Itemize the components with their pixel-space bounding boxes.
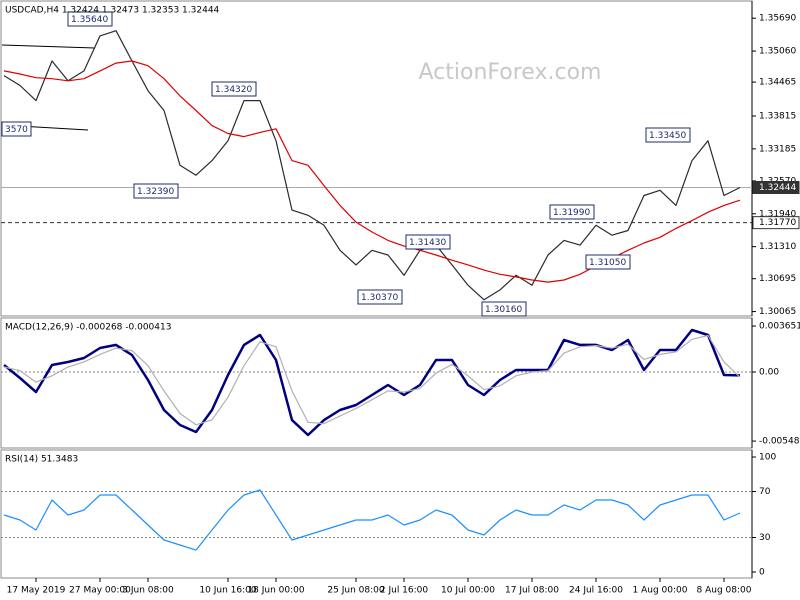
x-tick-label: 27 May 00:00 <box>69 586 131 596</box>
x-tick-label: 25 Jun 08:00 <box>327 586 384 596</box>
y-tick-label: 30 <box>759 533 771 543</box>
y-tick-label: 70 <box>759 487 771 497</box>
annotation-box <box>549 204 595 220</box>
annotation-box <box>211 81 257 97</box>
series-line <box>3 489 741 551</box>
x-tick-label: 2 Jul 16:00 <box>380 586 429 596</box>
annotation-box <box>357 289 403 305</box>
annotation-label: 1.30160 <box>485 305 522 315</box>
annotation-box <box>1 121 32 137</box>
y-tick-label: 1.35060 <box>759 47 796 57</box>
y-tick-label: 1.33185 <box>759 144 796 154</box>
annotation-box <box>67 11 113 27</box>
price-badge <box>752 180 800 194</box>
y-tick-label: 0.00 <box>759 367 779 377</box>
annotation-box <box>405 234 451 250</box>
price-badge-label: 1.31770 <box>759 218 796 228</box>
series-line <box>3 30 741 301</box>
annotation-label: 1.31990 <box>553 208 590 218</box>
panel-title: USDCAD,H4 1.32424 1.32473 1.32353 1.3244… <box>5 6 220 16</box>
panel-title: MACD(12,26,9) -0.000268 -0.000413 <box>5 323 171 333</box>
y-tick-label: 1.34465 <box>759 78 796 88</box>
x-tick-label: 3 Jun 08:00 <box>122 586 174 596</box>
annotation-label: 3570 <box>5 125 28 135</box>
annotation-label: 1.35640 <box>71 15 108 25</box>
y-tick-label: 1.33815 <box>759 111 796 121</box>
annotation-box <box>645 127 691 143</box>
annotation-label: 1.32390 <box>137 187 174 197</box>
annotation-label: 1.30370 <box>361 293 398 303</box>
y-tick-label: 1.30695 <box>759 274 796 284</box>
x-tick-label: 1 Aug 00:00 <box>633 586 688 596</box>
x-tick-label: 17 May 2019 <box>7 586 66 596</box>
y-tick-label: 0.003651 <box>759 322 800 332</box>
x-tick-label: 18 Jun 00:00 <box>247 586 304 596</box>
x-tick-label: 10 Jul 00:00 <box>441 586 495 596</box>
price-badge <box>752 216 800 230</box>
trend-line <box>1 44 96 49</box>
y-tick-label: 1.31310 <box>759 242 796 252</box>
annotation-label: 1.31430 <box>409 238 446 248</box>
annotation-box <box>133 183 179 199</box>
annotation-label: 1.31050 <box>589 258 626 268</box>
price-badge-label: 1.32444 <box>759 183 796 193</box>
annotation-box <box>585 254 631 270</box>
x-tick-label: 8 Aug 08:00 <box>697 586 752 596</box>
x-tick-label: 17 Jul 08:00 <box>505 586 559 596</box>
annotation-label: 1.34320 <box>215 85 252 95</box>
series-line <box>3 334 741 426</box>
watermark: ActionForex.com <box>419 60 602 85</box>
y-tick-label: 0 <box>759 568 765 578</box>
y-tick-label: 100 <box>759 453 776 463</box>
annotation-box <box>481 301 527 317</box>
y-tick-label: -0.005489 <box>759 437 800 447</box>
annotation-label: 1.33450 <box>649 131 686 141</box>
y-tick-label: 1.31940 <box>759 209 796 219</box>
x-tick-label: 10 Jun 16:00 <box>199 586 256 596</box>
y-tick-label: 1.30065 <box>759 307 796 317</box>
y-tick-label: 1.35690 <box>759 14 796 24</box>
panel-title: RSI(14) 51.3483 <box>5 455 78 465</box>
x-tick-label: 24 Jul 16:00 <box>569 586 623 596</box>
